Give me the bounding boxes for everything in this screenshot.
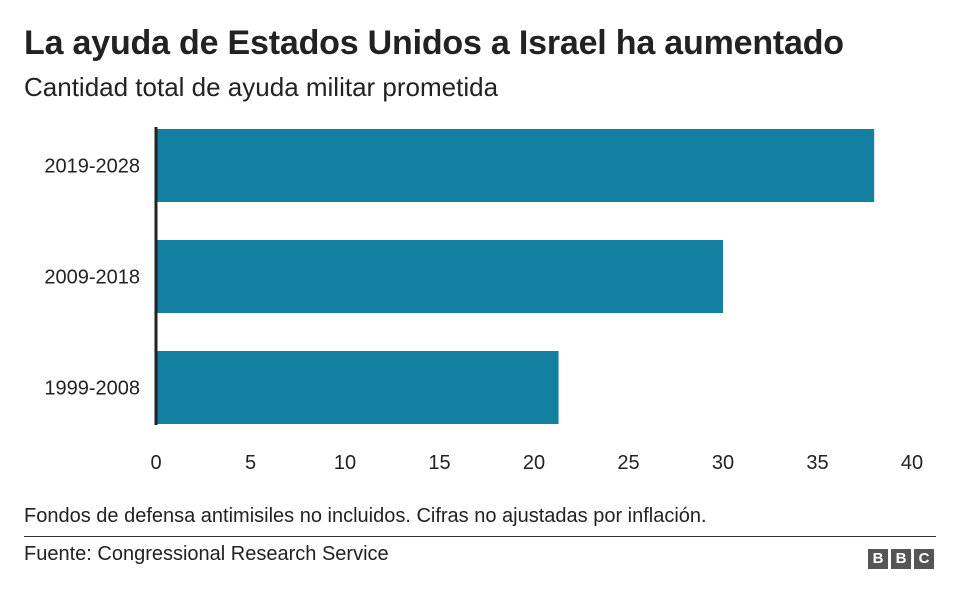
x-tick-label: 5 <box>245 452 256 474</box>
bbc-logo: B B C <box>868 549 934 569</box>
category-label: 2009-2018 <box>44 267 140 289</box>
bbc-logo-letter: C <box>914 549 934 569</box>
chart-subtitle: Cantidad total de ayuda militar prometid… <box>24 72 499 102</box>
chart-title: La ayuda de Estados Unidos a Israel ha a… <box>24 24 844 62</box>
bbc-logo-letter: B <box>891 549 911 569</box>
bar-chart: 2019-2028 2009-2018 1999-2008 0 5 10 15 20 25 30 3… <box>44 127 923 474</box>
x-tick-label: 35 <box>806 452 828 474</box>
bbc-logo-letter: B <box>868 549 888 569</box>
x-tick-label: 20 <box>523 452 545 474</box>
x-tick-label: 40 <box>901 452 923 474</box>
footnote: Fondos de defensa antimisiles no incluid… <box>24 505 707 527</box>
x-tick-label: 10 <box>334 452 356 474</box>
category-label: 2019-2028 <box>44 156 140 178</box>
footer-divider <box>24 536 936 537</box>
bar <box>156 351 559 424</box>
x-tick-label: 30 <box>712 452 734 474</box>
x-tick-label: 0 <box>150 452 161 474</box>
category-label: 1999-2008 <box>44 378 140 400</box>
source-label: Fuente: Congressional Research Service <box>24 543 389 565</box>
bar <box>156 129 875 202</box>
x-tick-label: 15 <box>428 452 450 474</box>
bar <box>156 240 723 313</box>
x-tick-label: 25 <box>617 452 639 474</box>
